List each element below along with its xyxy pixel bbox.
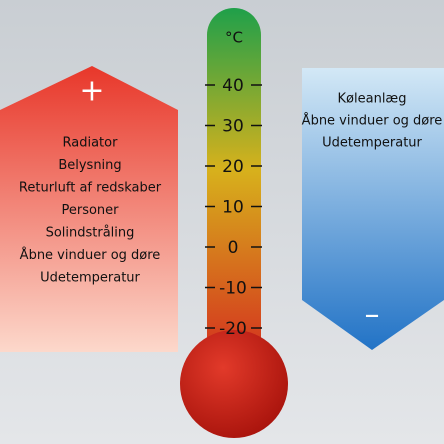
thermometer-tube xyxy=(207,8,261,368)
thermometer-bulb xyxy=(180,330,288,438)
scale-label: 0 xyxy=(228,238,239,258)
heat-item: Belysning xyxy=(58,158,121,173)
diagram: °C + – 40 30 20 10 0 -10 -20 Radiator Belysning… xyxy=(0,0,444,444)
unit-label: °C xyxy=(225,29,243,47)
scale-label: -20 xyxy=(219,319,247,339)
cooling-item: Åbne vinduer og døre xyxy=(302,113,443,129)
scale-label: 40 xyxy=(222,76,244,96)
scale-label: 20 xyxy=(222,157,244,177)
heat-item: Solindstråling xyxy=(46,226,135,241)
scale-label: -10 xyxy=(219,279,247,299)
heat-item: Udetemperatur xyxy=(40,271,140,286)
heat-item: Personer xyxy=(61,203,119,218)
minus-sign: – xyxy=(365,298,380,333)
cooling-item: Udetemperatur xyxy=(322,136,422,151)
scale-label: 10 xyxy=(222,198,244,218)
heat-item: Radiator xyxy=(63,136,119,151)
plus-sign: + xyxy=(79,74,104,109)
heat-item: Åbne vinduer og døre xyxy=(20,247,161,263)
heat-item: Returluft af redskaber xyxy=(19,181,162,196)
scale-label: 30 xyxy=(222,117,244,137)
cooling-item: Køleanlæg xyxy=(338,92,407,107)
